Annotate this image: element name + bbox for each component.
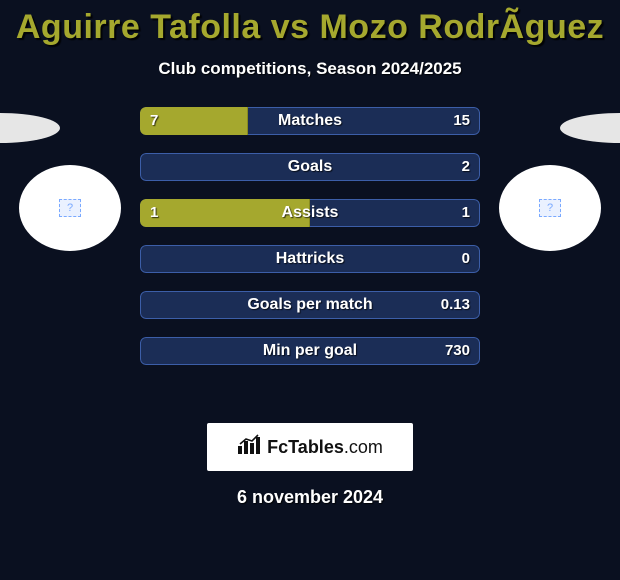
stat-value-left: 7 <box>150 107 158 135</box>
logo-text: FcTables.com <box>267 437 383 458</box>
stat-value-right: 2 <box>462 153 470 181</box>
avatar-placeholder-icon: ? <box>59 199 81 217</box>
stat-row: Goals per match0.13 <box>140 291 480 319</box>
stat-label: Goals <box>140 153 480 181</box>
player-avatar-left: ? <box>19 165 121 251</box>
stat-value-left: 1 <box>150 199 158 227</box>
fctables-logo: FcTables.com <box>207 423 413 471</box>
stat-row: Matches7 15 <box>140 107 480 135</box>
stat-label: Hattricks <box>140 245 480 273</box>
stat-label: Matches <box>140 107 480 135</box>
stat-row: Min per goal730 <box>140 337 480 365</box>
bg-oval-right <box>560 113 620 143</box>
logo-chart-icon <box>237 434 263 461</box>
stat-value-right: 730 <box>445 337 470 365</box>
page-title: Aguirre Tafolla vs Mozo RodrÃ­guez <box>0 0 620 47</box>
stat-label: Min per goal <box>140 337 480 365</box>
stat-label: Assists <box>140 199 480 227</box>
stat-row: Hattricks0 <box>140 245 480 273</box>
stat-row: Assists1 1 <box>140 199 480 227</box>
stat-bars: Matches7 15 Goals2 Assists1 1 Hattricks0 Goals… <box>140 107 480 383</box>
player-avatar-right: ? <box>499 165 601 251</box>
stat-value-right: 0 <box>462 245 470 273</box>
stat-row: Goals2 <box>140 153 480 181</box>
stat-value-right: 1 <box>462 199 470 227</box>
bg-oval-left <box>0 113 60 143</box>
footer-date: 6 november 2024 <box>0 487 620 508</box>
subtitle: Club competitions, Season 2024/2025 <box>0 59 620 79</box>
stat-value-right: 15 <box>453 107 470 135</box>
stat-label: Goals per match <box>140 291 480 319</box>
avatar-placeholder-icon: ? <box>539 199 561 217</box>
logo-text-domain: .com <box>344 437 383 457</box>
comparison-stage: ? ? Matches7 15 Goals2 Assists1 1 Hattricks0 G… <box>0 107 620 407</box>
logo-text-main: FcTables <box>267 437 344 457</box>
stat-value-right: 0.13 <box>441 291 470 319</box>
